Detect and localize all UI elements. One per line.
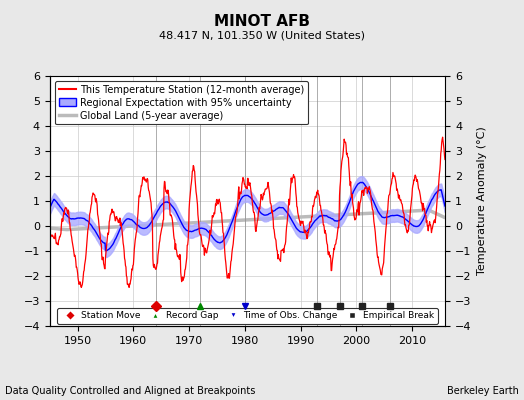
Text: 48.417 N, 101.350 W (United States): 48.417 N, 101.350 W (United States) xyxy=(159,30,365,40)
Text: MINOT AFB: MINOT AFB xyxy=(214,14,310,29)
Legend: Station Move, Record Gap, Time of Obs. Change, Empirical Break: Station Move, Record Gap, Time of Obs. C… xyxy=(58,308,438,324)
Text: Berkeley Earth: Berkeley Earth xyxy=(447,386,519,396)
Text: Data Quality Controlled and Aligned at Breakpoints: Data Quality Controlled and Aligned at B… xyxy=(5,386,256,396)
Y-axis label: Temperature Anomaly (°C): Temperature Anomaly (°C) xyxy=(477,127,487,275)
